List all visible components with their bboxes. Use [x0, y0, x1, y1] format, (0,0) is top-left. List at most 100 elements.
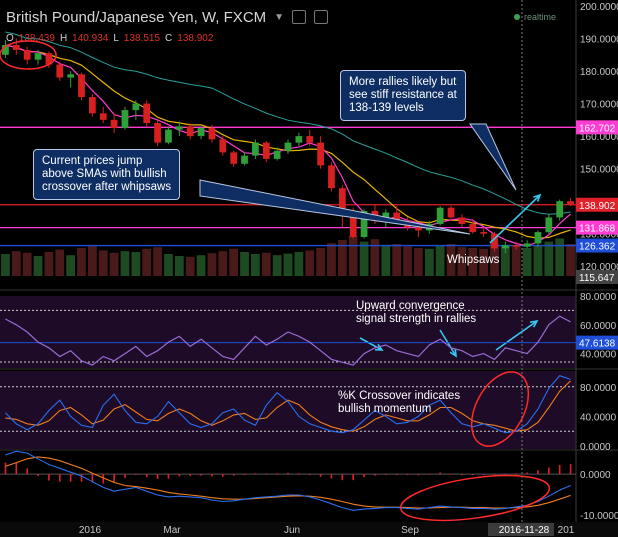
candle-body [34, 53, 42, 60]
macd-histogram-bar [406, 474, 409, 476]
rsi-arrow [449, 348, 457, 358]
volume-bar [120, 251, 130, 276]
high-value: 140.934 [72, 33, 109, 44]
candle-body [306, 136, 314, 143]
time-tick-label: 201 [558, 525, 575, 536]
macd-histogram-bar [48, 474, 50, 481]
volume-bar [1, 254, 10, 276]
stochastic-annotation: %K Crossover indicates bullish momentum [338, 390, 461, 415]
volume-bar [196, 255, 206, 276]
candle-body [45, 53, 53, 65]
price-tick-label: 180.0000 [580, 67, 618, 78]
volume-bar [500, 245, 510, 276]
stoch-tick-label: 0.0000 [580, 442, 611, 453]
close-label: C [165, 33, 173, 44]
volume-bar [164, 254, 173, 276]
candle-body [132, 103, 140, 111]
volume-bar [240, 252, 249, 276]
volume-bar [131, 252, 141, 276]
time-tick-label: Sep [401, 525, 419, 536]
candle-body [175, 126, 183, 130]
compare-icon[interactable] [314, 10, 329, 24]
price-tick-label: 150.0000 [580, 165, 618, 176]
volume-bar [33, 256, 43, 276]
rsi-annotation: Upward convergence signal strength in ra… [356, 300, 477, 325]
stoch-tick-label: 80.0000 [580, 383, 617, 394]
candle-body [23, 49, 31, 60]
volume-bar [22, 252, 32, 276]
volume-bar [98, 250, 108, 276]
volume-bar [457, 247, 467, 276]
candle-body [534, 232, 542, 244]
macd-histogram-bar [37, 474, 39, 476]
macd-histogram-bar [471, 474, 474, 476]
macd-histogram-bar [26, 468, 28, 475]
macd-histogram-bar [221, 474, 224, 477]
macd-histogram-bar [124, 474, 126, 478]
volume-bar [142, 248, 152, 276]
volume-bar [490, 243, 499, 276]
volume-bar [185, 256, 195, 276]
candle-body [415, 227, 422, 231]
macd-histogram-bar [145, 474, 148, 478]
macd-histogram-bar [461, 474, 463, 476]
candle-body [317, 142, 324, 166]
volume-bar [468, 248, 478, 276]
volume-bar [348, 236, 358, 276]
price-level-label: 162.702 [579, 123, 616, 134]
volume-bar [446, 244, 456, 276]
price-tick-label: 200.0000 [580, 2, 618, 13]
candle-body [545, 217, 553, 233]
rsi-tick-label: 60.0000 [580, 321, 617, 332]
candle-body [349, 214, 357, 237]
volume-bar [533, 244, 543, 276]
sma-long-line [5, 31, 571, 215]
volume-bar [272, 255, 282, 276]
macd-histogram-bar [537, 470, 539, 475]
macd-histogram-bar [482, 474, 485, 476]
candle-body [480, 232, 487, 234]
macd-histogram-bar [439, 472, 441, 475]
realtime-label: realtime [523, 12, 556, 22]
macd-tick-label: -10.0000 [580, 511, 618, 522]
rsi-level-label: 47.6138 [579, 339, 616, 350]
volume-bar [544, 241, 554, 276]
highlight-ellipse [0, 40, 57, 70]
macd-histogram-bar [232, 474, 235, 476]
macd-histogram-bar [428, 473, 431, 475]
volume-bar [283, 253, 293, 276]
price-level-label: 126.362 [579, 242, 616, 253]
candle-body [360, 210, 368, 237]
sma-crossover-callout: Current prices jump above SMAs with bull… [33, 149, 181, 200]
price-level-badge [576, 220, 618, 235]
macd-histogram-bar [493, 474, 496, 476]
candle-body [197, 127, 205, 137]
macd-histogram-bar [4, 462, 7, 475]
volume-bar [294, 252, 304, 276]
candle-body [393, 212, 401, 221]
candle-body [436, 207, 444, 224]
macd-histogram-bar [341, 474, 344, 481]
price-level-badge [576, 238, 618, 253]
trend-arrow [489, 194, 541, 244]
candle-body [230, 152, 238, 164]
candle-body [447, 207, 455, 218]
settings-icon[interactable] [292, 10, 307, 24]
time-axis-background [0, 522, 618, 537]
volume-bar [414, 248, 423, 276]
candle-body [12, 45, 20, 50]
volume-bar [11, 251, 21, 276]
open-value: 138.439 [18, 33, 55, 44]
candle-body [154, 123, 161, 143]
macd-histogram-bar [298, 473, 300, 475]
macd-histogram-bar [504, 474, 507, 476]
low-label: L [113, 33, 119, 44]
volume-bar [522, 248, 532, 276]
low-value: 138.515 [123, 33, 161, 44]
chevron-down-icon[interactable]: ▼ [274, 11, 285, 23]
symbol-title[interactable]: British Pound/Japanese Yen, W, FXCM [6, 8, 267, 26]
candle-body [89, 97, 96, 114]
price-level-badge [576, 120, 618, 135]
macd-histogram-bar [80, 474, 83, 482]
